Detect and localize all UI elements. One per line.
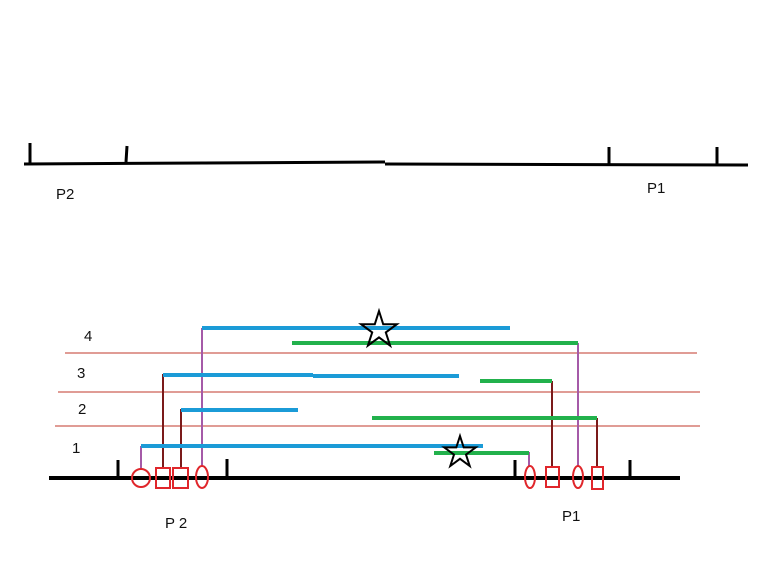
square-marker: [545, 466, 560, 488]
top-axis-left: [23, 160, 386, 166]
square-marker: [591, 466, 604, 490]
top-tick-2: [124, 145, 129, 163]
oval-marker: [195, 465, 209, 489]
oval-marker: [524, 465, 536, 489]
bottom-label-p1: P1: [562, 508, 580, 525]
row-label-1: 1: [72, 440, 80, 457]
square-marker: [155, 467, 171, 489]
bottom-label-p2: P 2: [165, 515, 187, 532]
row-label-3: 3: [77, 365, 85, 382]
top-diagram: P2 P1: [23, 143, 749, 203]
circle-marker: [131, 468, 151, 488]
row-label-4: 4: [84, 328, 92, 345]
top-label-p1: P1: [647, 180, 665, 197]
oval-marker: [572, 465, 584, 489]
bottom-diagram: 1 2 3 4: [49, 307, 700, 532]
top-axis-right: [384, 162, 749, 167]
top-label-p2: P2: [56, 186, 74, 203]
square-marker: [172, 467, 189, 489]
star-icon: [441, 432, 479, 469]
row-label-2: 2: [78, 401, 86, 418]
star-icon: [358, 307, 400, 349]
